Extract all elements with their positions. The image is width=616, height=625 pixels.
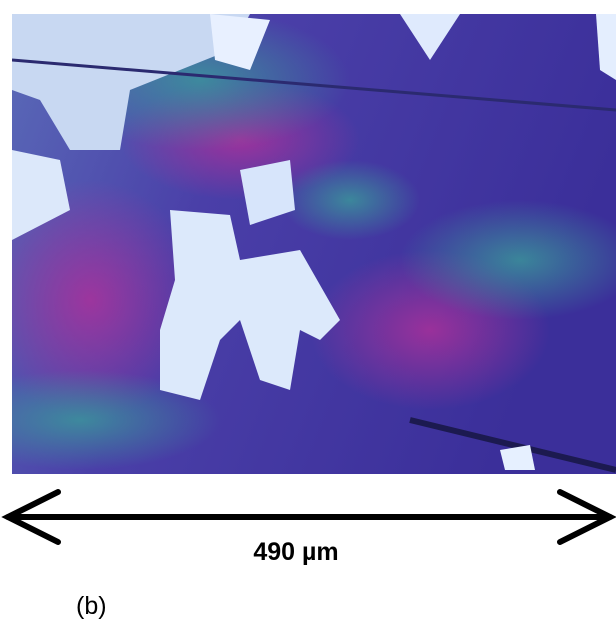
scale-label: 490 µm [253,538,339,566]
scale-arrow [1,489,616,545]
micrograph [12,14,616,474]
panel-label: (b) [76,592,107,620]
